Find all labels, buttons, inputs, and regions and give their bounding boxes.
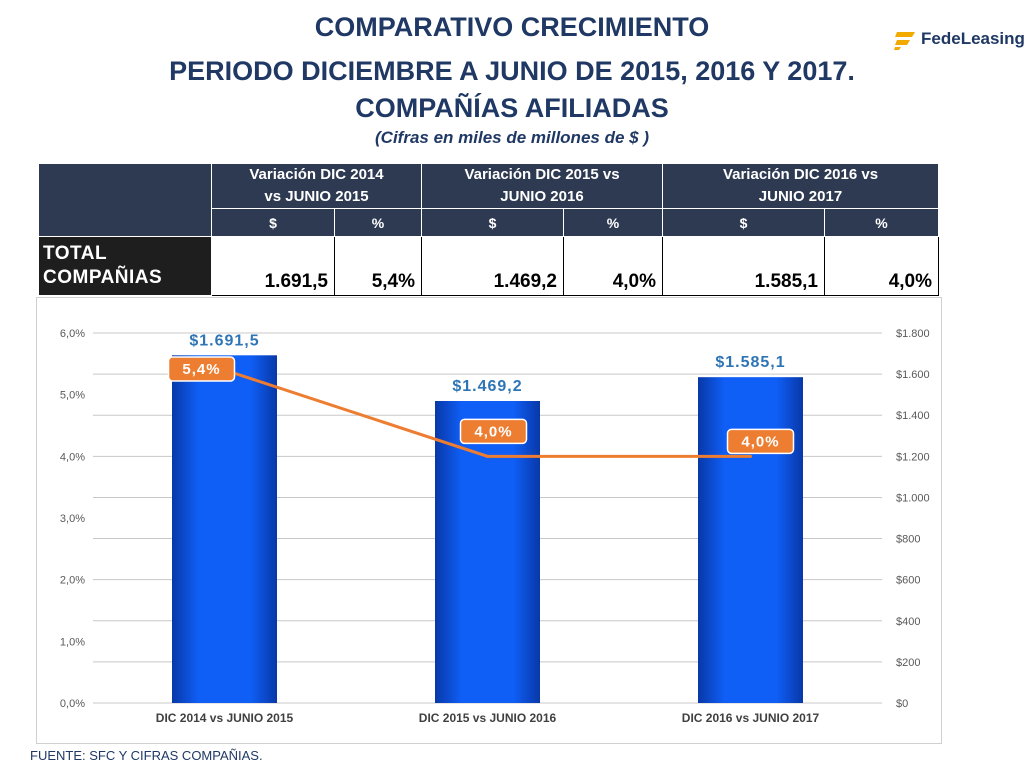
right-axis-tick-label: $400	[896, 616, 920, 628]
left-axis-tick-label: 1,0%	[60, 636, 85, 648]
title-line-2: PERIODO DICIEMBRE A JUNIO DE 2015, 2016 …	[169, 56, 855, 86]
group-header-line1: Variación DIC 2014	[249, 166, 384, 183]
left-axis-tick-label: 3,0%	[60, 513, 85, 525]
right-axis-tick-label: $1.400	[896, 410, 930, 422]
table-subheader: $	[662, 208, 825, 237]
table-cell: 4,0%	[563, 236, 663, 296]
row-label-line1: TOTAL	[43, 243, 108, 264]
table-cell: 5,4%	[334, 236, 422, 296]
table-group-header: Variación DIC 2016 vs JUNIO 2017	[662, 163, 939, 209]
x-axis-category-label: DIC 2016 vs JUNIO 2017	[682, 711, 820, 725]
right-axis-tick-label: $600	[896, 575, 920, 587]
logo-text-leasing: Leasing	[960, 29, 1024, 48]
group-header-line2: JUNIO 2016	[500, 188, 584, 205]
table-group-header: Variación DIC 2014 vs JUNIO 2015	[211, 163, 422, 209]
chart-frame: 0,0% 1,0% 2,0% 3,0% 4,0% 5,0% 6,0% $0 $200 $400 $6…	[36, 297, 942, 744]
source-footer: FUENTE: SFC Y CIFRAS COMPAÑIAS.	[30, 748, 263, 763]
table-subheader: %	[563, 208, 663, 237]
bar	[435, 400, 540, 703]
left-axis-tick-label: 0,0%	[60, 698, 85, 710]
bar-data-label: $1.469,2	[452, 378, 522, 395]
row-label-line2: COMPAÑIAS	[43, 267, 163, 288]
line-data-label: 4,0%	[741, 433, 779, 450]
right-axis-tick-label: $200	[896, 657, 920, 669]
title-line-3: COMPAÑÍAS AFILIADAS	[355, 93, 669, 123]
right-axis-tick-label: $1.600	[896, 369, 930, 381]
left-axis-tick-label: 5,0%	[60, 390, 85, 402]
group-header-line2: vs JUNIO 2015	[264, 188, 369, 205]
x-axis-category-label: DIC 2014 vs JUNIO 2015	[156, 711, 294, 725]
group-header-line2: JUNIO 2017	[758, 188, 843, 205]
left-axis-tick-label: 2,0%	[60, 575, 85, 587]
combo-chart: 0,0% 1,0% 2,0% 3,0% 4,0% 5,0% 6,0% $0 $200 $400 $6…	[60, 328, 930, 725]
line-data-label-box	[167, 356, 236, 382]
line-data-label-box	[726, 428, 795, 455]
logo-text: FedeLeasing	[921, 29, 1024, 49]
subtitle: (Cifras en miles de millones de $ )	[375, 128, 649, 147]
table-cell: 4,0%	[824, 236, 939, 296]
bar	[172, 355, 277, 703]
right-axis-tick-label: $0	[896, 698, 908, 710]
table-subheader: %	[334, 208, 422, 237]
summary-table: Variación DIC 2014 vs JUNIO 2015 Variació…	[38, 163, 939, 296]
table-subheader: %	[824, 208, 939, 237]
line-data-label: 4,0%	[474, 423, 512, 440]
logo-text-fede: Fede	[921, 29, 961, 48]
line-point	[749, 454, 752, 458]
table-subheader: $	[421, 208, 564, 237]
bar-data-label: $1.585,1	[715, 354, 785, 371]
bar-data-label: $1.691,5	[189, 332, 259, 349]
fedeleasing-logo-icon	[894, 32, 915, 50]
group-header-line1: Variación DIC 2015 vs	[464, 166, 620, 183]
bar	[698, 377, 803, 703]
table-cell: 1.585,1	[662, 236, 825, 296]
table-corner-cell	[38, 163, 212, 237]
right-axis-tick-label: $1.800	[896, 328, 930, 340]
fedeleasing-logo: FedeLeasing	[893, 27, 1024, 53]
line-point	[486, 454, 489, 458]
left-axis-tick-label: 6,0%	[60, 328, 85, 340]
right-axis-tick-label: $800	[896, 534, 920, 546]
table-subheader: $	[211, 208, 335, 237]
table-cell: 1.469,2	[421, 236, 564, 296]
table-group-header: Variación DIC 2015 vs JUNIO 2016	[421, 163, 663, 209]
left-axis-tick-label: 4,0%	[60, 451, 85, 463]
right-axis-tick-label: $1.000	[896, 492, 930, 504]
x-axis-category-label: DIC 2015 vs JUNIO 2016	[419, 711, 557, 725]
line-data-label-box	[459, 418, 528, 445]
table-row-label: TOTAL COMPAÑIAS	[38, 236, 212, 296]
group-header-line1: Variación DIC 2016 vs	[722, 166, 879, 183]
table-cell: 1.691,5	[211, 236, 335, 296]
title-line-1: COMPARATIVO CRECIMIENTO	[314, 12, 710, 42]
line-data-label: 5,4%	[182, 361, 220, 378]
right-axis-tick-label: $1.200	[896, 451, 930, 463]
